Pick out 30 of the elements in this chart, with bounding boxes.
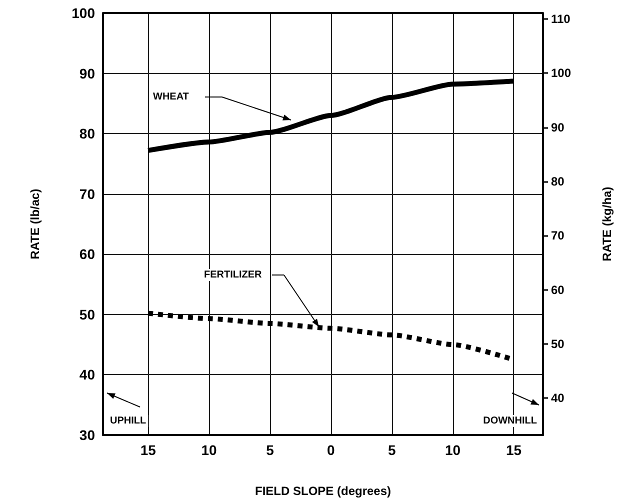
- x-tick-label: 0: [327, 442, 336, 458]
- y-tick-label: 40: [79, 366, 96, 383]
- y-tick-label: 30: [79, 427, 96, 443]
- y2-tick-label: 90: [551, 120, 565, 134]
- y2-tick-label: 80: [551, 174, 565, 188]
- y-tick-label: 90: [79, 65, 96, 82]
- x-tick-label: 10: [201, 442, 218, 458]
- y2-tick-label: 60: [551, 282, 565, 297]
- y2-tick-label: 40: [551, 391, 565, 406]
- y2-axis-title: RATE (kg/ha): [600, 186, 614, 262]
- x-tick-label: 10: [445, 442, 461, 458]
- x-tick-label: 5: [388, 442, 396, 458]
- y-tick-label: 60: [79, 246, 96, 262]
- y-tick-label: 100: [72, 5, 96, 21]
- y2-tick-label: 100: [551, 66, 572, 80]
- x-tick-label: 15: [140, 442, 156, 458]
- y-tick-label: 80: [79, 126, 96, 142]
- x-tick-label: 15: [506, 442, 522, 458]
- y2-tick-label: 70: [551, 228, 565, 243]
- y-axis-title: RATE (lb/ac): [28, 188, 42, 260]
- annotation: UPHILL: [110, 416, 146, 426]
- x-tick-label: 5: [266, 442, 274, 458]
- y2-tick-label: 110: [551, 12, 571, 26]
- annotation: WHEAT: [153, 92, 189, 102]
- y-tick-label: 70: [79, 186, 96, 202]
- y2-tick-label: 50: [551, 336, 565, 351]
- annotation: FERTILIZER: [204, 270, 263, 280]
- y-tick-label: 50: [79, 306, 96, 322]
- x-axis-title: FIELD SLOPE (degrees): [254, 484, 392, 498]
- annotation: DOWNHILL: [483, 416, 537, 426]
